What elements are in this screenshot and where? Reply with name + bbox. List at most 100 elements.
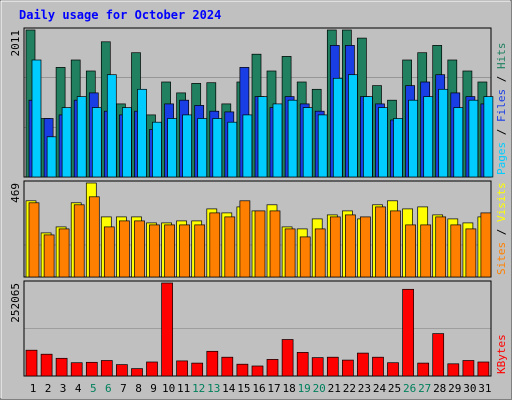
x-tick-label-day-16: 16 bbox=[252, 382, 265, 395]
bar-sites-day-14 bbox=[224, 216, 236, 278]
bar-sites-day-21 bbox=[329, 216, 341, 278]
x-tick-label-day-28: 28 bbox=[433, 382, 446, 395]
legend-separator: / bbox=[495, 222, 508, 242]
bar-kbytes-day-20 bbox=[311, 357, 324, 377]
x-tick-label-day-13: 13 bbox=[207, 382, 220, 395]
legend-hits: Hits bbox=[495, 43, 508, 70]
x-tick-label-day-12: 12 bbox=[192, 382, 205, 395]
bar-kbytes-day-21 bbox=[326, 356, 339, 377]
bar-pages-day-7 bbox=[122, 107, 132, 178]
bar-sites-day-2 bbox=[43, 234, 55, 278]
legend-sites: Sites bbox=[495, 242, 508, 275]
bar-sites-day-3 bbox=[58, 228, 70, 278]
bar-sites-day-17 bbox=[269, 210, 281, 278]
bar-pages-day-10 bbox=[167, 118, 177, 178]
bar-sites-day-13 bbox=[209, 212, 221, 278]
bar-kbytes-day-16 bbox=[251, 365, 264, 377]
x-tick-label-day-4: 4 bbox=[75, 382, 82, 395]
bar-kbytes-day-26 bbox=[402, 288, 414, 377]
bar-pages-day-5 bbox=[91, 107, 102, 178]
bar-sites-day-4 bbox=[73, 204, 85, 278]
x-tick-label-day-15: 15 bbox=[237, 382, 250, 395]
bar-pages-day-11 bbox=[182, 114, 192, 178]
bar-sites-day-18 bbox=[284, 228, 296, 278]
bar-sites-day-5 bbox=[88, 196, 100, 278]
legend-kbytes: KBytes bbox=[495, 334, 508, 374]
bar-sites-day-27 bbox=[420, 224, 432, 278]
x-tick-label-day-23: 23 bbox=[358, 382, 371, 395]
bar-pages-day-29 bbox=[453, 107, 464, 178]
side-legend-top_panel: Pages / Files / Hits bbox=[495, 43, 508, 176]
bar-pages-day-27 bbox=[423, 96, 434, 178]
bar-pages-day-18 bbox=[287, 99, 298, 178]
legend-separator: / bbox=[495, 122, 508, 142]
bar-kbytes-day-10 bbox=[161, 282, 173, 377]
bar-pages-day-20 bbox=[317, 114, 328, 178]
x-tick-label-day-26: 26 bbox=[403, 382, 416, 395]
bar-sites-day-23 bbox=[360, 216, 371, 278]
x-tick-label-day-5: 5 bbox=[90, 382, 97, 395]
bar-sites-day-30 bbox=[465, 228, 477, 278]
bar-sites-day-10 bbox=[164, 224, 175, 278]
bar-pages-day-23 bbox=[363, 96, 373, 178]
bar-pages-day-3 bbox=[61, 107, 72, 178]
bar-kbytes-day-29 bbox=[447, 363, 460, 377]
bar-pages-day-17 bbox=[272, 103, 283, 178]
x-tick-label-day-1: 1 bbox=[30, 382, 37, 395]
bar-kbytes-day-15 bbox=[236, 363, 249, 377]
legend-files: Files bbox=[495, 89, 508, 122]
side-legend-mid_panel: Sites / Visits bbox=[495, 182, 508, 275]
side-legend-bottom_panel: KBytes bbox=[495, 334, 508, 374]
bar-kbytes-day-11 bbox=[176, 360, 188, 377]
bar-sites-day-16 bbox=[254, 210, 266, 278]
x-tick-label-day-21: 21 bbox=[328, 382, 341, 395]
bar-sites-day-8 bbox=[134, 220, 145, 278]
bar-pages-day-21 bbox=[332, 77, 343, 178]
bar-kbytes-day-2 bbox=[40, 353, 53, 377]
x-tick-label-day-20: 20 bbox=[313, 382, 326, 395]
x-tick-label-day-30: 30 bbox=[463, 382, 476, 395]
bar-pages-day-31 bbox=[483, 96, 494, 178]
bar-kbytes-day-5 bbox=[85, 361, 98, 377]
bar-pages-day-15 bbox=[242, 114, 253, 178]
x-tick-label-day-18: 18 bbox=[282, 382, 295, 395]
bar-pages-day-2 bbox=[46, 136, 57, 178]
x-tick-label-day-24: 24 bbox=[373, 382, 387, 395]
x-tick-label-day-14: 14 bbox=[222, 382, 236, 395]
bar-pages-day-28 bbox=[438, 88, 449, 178]
bar-pages-day-8 bbox=[137, 88, 147, 178]
x-tick-label-day-7: 7 bbox=[120, 382, 127, 395]
bar-pages-day-26 bbox=[408, 99, 418, 178]
x-tick-label-day-29: 29 bbox=[448, 382, 461, 395]
bar-kbytes-day-4 bbox=[70, 362, 83, 377]
bar-kbytes-day-22 bbox=[342, 359, 354, 377]
bar-pages-day-6 bbox=[106, 74, 117, 178]
bar-sites-day-11 bbox=[179, 224, 190, 278]
x-tick-label-day-17: 17 bbox=[267, 382, 280, 395]
legend-pages: Pages bbox=[495, 142, 508, 175]
bar-kbytes-day-28 bbox=[432, 333, 445, 377]
bar-kbytes-day-27 bbox=[417, 362, 430, 377]
bar-sites-day-26 bbox=[405, 224, 416, 278]
x-tick-label-day-22: 22 bbox=[343, 382, 356, 395]
bar-pages-day-9 bbox=[152, 121, 162, 178]
bar-kbytes-day-3 bbox=[55, 357, 68, 377]
bar-sites-day-24 bbox=[375, 206, 386, 278]
bar-sites-day-1 bbox=[28, 202, 40, 278]
bar-sites-day-15 bbox=[239, 200, 251, 278]
bar-kbytes-day-8 bbox=[131, 368, 143, 377]
bar-kbytes-day-6 bbox=[100, 360, 113, 377]
legend-separator: / bbox=[495, 69, 508, 89]
x-tick-label-day-10: 10 bbox=[162, 382, 175, 395]
x-tick-label-day-6: 6 bbox=[105, 382, 112, 395]
bar-pages-day-24 bbox=[378, 107, 388, 178]
bar-sites-day-9 bbox=[149, 224, 160, 278]
x-tick-label-day-27: 27 bbox=[418, 382, 431, 395]
bar-kbytes-day-9 bbox=[146, 361, 158, 377]
bar-kbytes-day-14 bbox=[221, 356, 234, 377]
x-tick-label-day-2: 2 bbox=[45, 382, 52, 395]
bar-kbytes-day-25 bbox=[387, 362, 399, 377]
x-tick-label-day-25: 25 bbox=[388, 382, 401, 395]
chart-title: Daily usage for October 2024 bbox=[19, 8, 221, 22]
